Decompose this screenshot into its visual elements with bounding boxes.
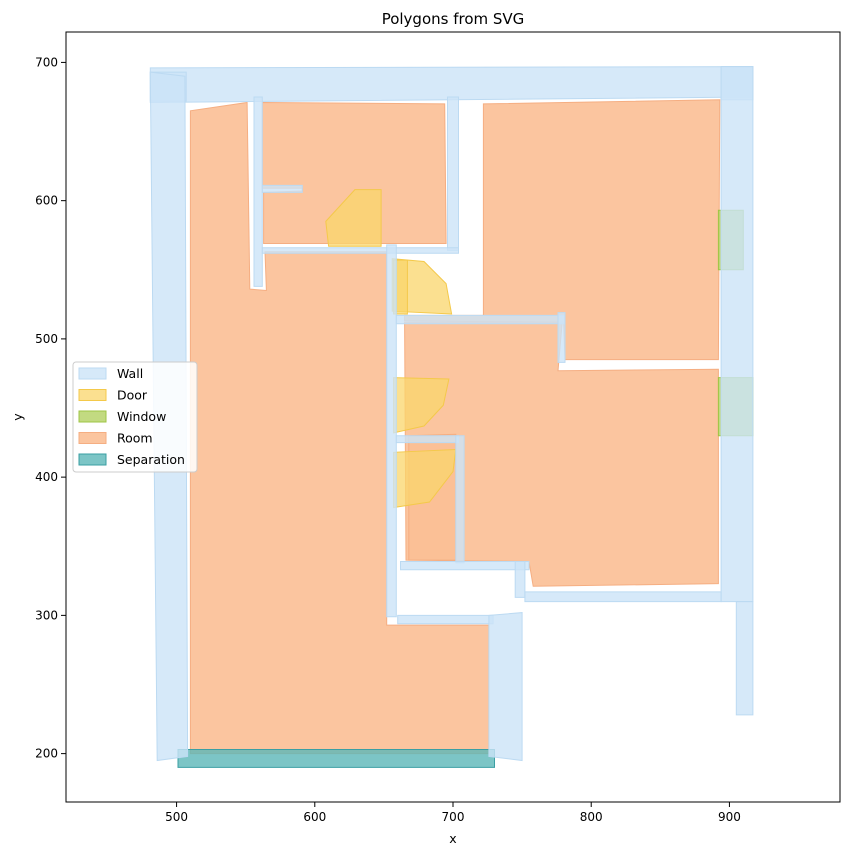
y-tick-label: 600 — [35, 194, 58, 208]
x-axis: 500 600 700 800 900 — [165, 802, 741, 824]
legend-entry: Wall — [117, 366, 143, 381]
wall-polygon — [455, 435, 465, 564]
y-tick-label: 500 — [35, 332, 58, 346]
separation-polygon — [177, 749, 495, 768]
wall-polygon — [735, 601, 754, 716]
legend-swatch — [78, 410, 107, 423]
wall-polygon — [395, 435, 459, 444]
y-tick-label: 700 — [35, 55, 58, 69]
legend-swatch — [78, 453, 107, 466]
wall-polygon — [261, 247, 459, 254]
wall-polygon — [261, 184, 303, 193]
wall-polygon — [386, 244, 397, 618]
y-axis-label: y — [10, 413, 25, 421]
polygon-layer — [149, 66, 754, 768]
x-tick-label: 900 — [718, 810, 741, 824]
chart-title: Polygons from SVG — [382, 10, 525, 28]
wall-polygon — [400, 561, 530, 571]
x-tick-label: 800 — [580, 810, 603, 824]
door-polygon — [325, 189, 382, 247]
y-axis: 200 300 400 500 600 700 — [35, 55, 66, 761]
legend-entry: Room — [117, 431, 153, 446]
x-tick-label: 500 — [165, 810, 188, 824]
legend-entry: Door — [117, 388, 148, 403]
wall-polygon — [514, 561, 526, 598]
y-tick-label: 400 — [35, 470, 58, 484]
x-axis-label: x — [449, 831, 456, 846]
wall-polygon — [395, 314, 566, 325]
wall-polygon — [447, 96, 459, 251]
wall-polygon — [397, 614, 494, 625]
y-tick-label: 200 — [35, 747, 58, 761]
wall-polygon — [524, 591, 722, 603]
wall-polygon — [488, 612, 523, 762]
x-tick-label: 600 — [303, 810, 326, 824]
legend-swatch — [78, 432, 107, 444]
wall-polygon — [557, 312, 566, 363]
plot-area — [65, 31, 841, 803]
legend-entry: Separation — [117, 452, 185, 467]
wall-polygon — [253, 96, 263, 287]
legend-entry: Window — [117, 409, 166, 424]
x-tick-label: 700 — [442, 810, 465, 824]
legend: Wall Door Window Room Separation — [72, 361, 198, 473]
legend-swatch — [78, 367, 107, 380]
y-tick-label: 300 — [35, 608, 58, 622]
legend-swatch — [78, 389, 107, 401]
wall-polygon — [720, 66, 754, 603]
